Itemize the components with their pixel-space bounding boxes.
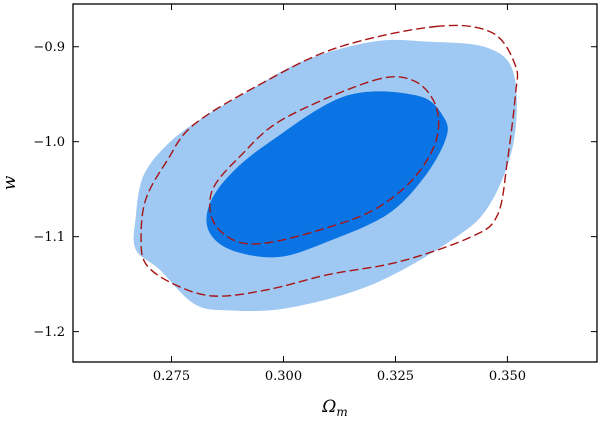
y-tick-label: −1.2 [33,325,65,340]
y-axis: −0.9 −1.0 −1.1 −1.2 [33,40,597,340]
inner-dashed-contour [208,76,440,245]
x-tick-label: 0.325 [377,369,414,384]
y-tick-label: −0.9 [33,40,65,55]
plot-frame [72,3,598,363]
x-tick-label: 0.300 [265,369,302,384]
outer-dashed-contour [140,24,519,297]
x-tick-label: 0.275 [153,369,190,384]
y-axis-label: w [0,175,20,190]
x-axis-label: Ωm [321,397,348,419]
x-axis-label-subscript: m [336,405,347,419]
x-tick-label: 0.350 [489,369,526,384]
inner-confidence-region [206,91,448,258]
plot-regions [133,24,519,312]
x-axis: 0.275 0.300 0.325 0.350 [153,4,526,384]
y-tick-label: −1.1 [33,230,65,245]
y-tick-label: −1.0 [33,135,65,150]
